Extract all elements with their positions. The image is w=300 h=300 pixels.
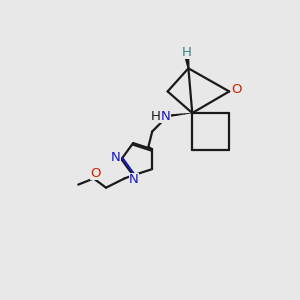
Circle shape: [188, 66, 189, 68]
Circle shape: [186, 61, 189, 63]
Circle shape: [187, 63, 189, 64]
Text: N: N: [111, 151, 121, 164]
Text: H: H: [151, 110, 161, 123]
Text: O: O: [90, 167, 101, 180]
Circle shape: [186, 59, 189, 62]
Text: O: O: [232, 83, 242, 96]
Text: H: H: [182, 46, 192, 59]
Circle shape: [185, 55, 189, 58]
Text: N: N: [161, 110, 171, 123]
Circle shape: [187, 64, 189, 66]
Text: N: N: [129, 173, 139, 186]
Circle shape: [186, 57, 189, 60]
